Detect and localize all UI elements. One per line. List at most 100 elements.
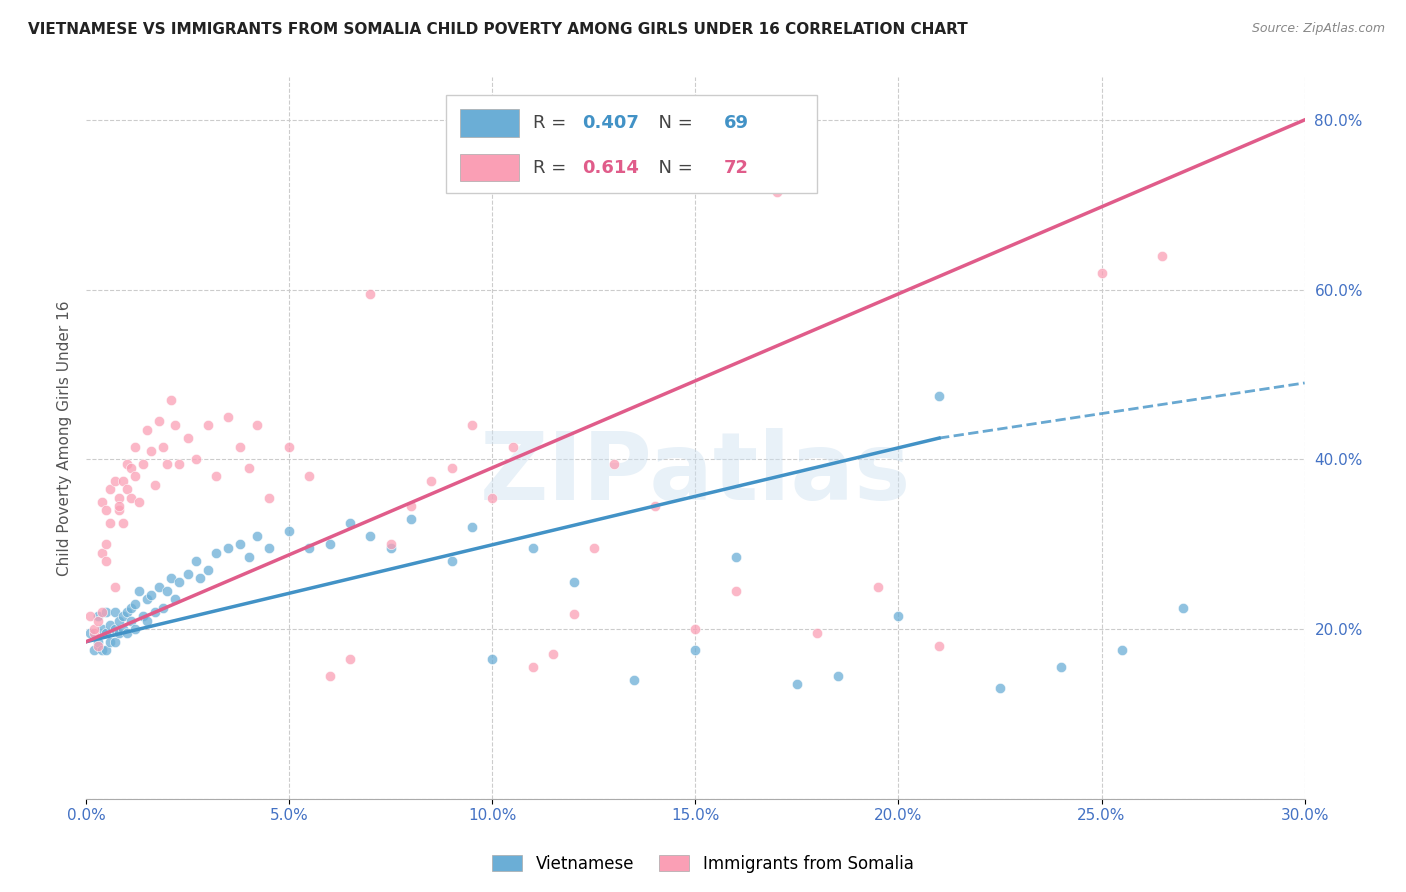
Point: [103, 474, 125, 488]
Point: [685, 622, 707, 636]
Bar: [460, 154, 519, 181]
Point: [887, 609, 910, 624]
Point: [96, 537, 118, 551]
Point: [83, 643, 105, 657]
Point: [148, 414, 170, 428]
Point: [461, 520, 484, 534]
Point: [100, 634, 122, 648]
Point: [359, 286, 381, 301]
Point: [184, 452, 207, 467]
Point: [481, 491, 503, 505]
Point: [217, 409, 239, 424]
Point: [246, 529, 269, 543]
Point: [399, 512, 422, 526]
Point: [111, 622, 134, 636]
Point: [988, 681, 1011, 696]
Text: VIETNAMESE VS IMMIGRANTS FROM SOMALIA CHILD POVERTY AMONG GIRLS UNDER 16 CORRELA: VIETNAMESE VS IMMIGRANTS FROM SOMALIA CH…: [28, 22, 967, 37]
Point: [79, 626, 101, 640]
Point: [685, 643, 707, 657]
Point: [87, 614, 110, 628]
Point: [786, 677, 808, 691]
Text: R =: R =: [533, 159, 572, 177]
Point: [139, 443, 162, 458]
Point: [111, 474, 134, 488]
Point: [96, 605, 118, 619]
Point: [87, 639, 110, 653]
Point: [522, 660, 544, 674]
Point: [83, 626, 105, 640]
Point: [132, 457, 155, 471]
Point: [152, 440, 174, 454]
Point: [238, 460, 260, 475]
Point: [156, 457, 179, 471]
Point: [1111, 643, 1133, 657]
Point: [91, 546, 114, 560]
Point: [96, 643, 118, 657]
Point: [96, 554, 118, 568]
Point: [229, 440, 252, 454]
Text: 72: 72: [724, 159, 748, 177]
Point: [165, 592, 187, 607]
Point: [603, 457, 626, 471]
Point: [79, 609, 101, 624]
Point: [107, 626, 129, 640]
Point: [111, 609, 134, 624]
Point: [246, 418, 269, 433]
Point: [96, 503, 118, 517]
Point: [120, 460, 142, 475]
Point: [136, 423, 159, 437]
Point: [100, 516, 122, 530]
Point: [115, 482, 138, 496]
Point: [107, 491, 129, 505]
Point: [217, 541, 239, 556]
Point: [238, 549, 260, 564]
Point: [103, 634, 125, 648]
Point: [461, 418, 484, 433]
Point: [148, 580, 170, 594]
Text: 0.407: 0.407: [582, 114, 638, 132]
Point: [128, 494, 150, 508]
Point: [96, 626, 118, 640]
Point: [169, 457, 191, 471]
Point: [562, 575, 585, 590]
Text: ZIPatlas: ZIPatlas: [479, 428, 911, 520]
Bar: [460, 109, 519, 136]
Point: [197, 563, 219, 577]
Point: [380, 541, 402, 556]
Point: [278, 524, 301, 539]
Point: [502, 440, 524, 454]
Point: [562, 607, 585, 621]
Point: [806, 626, 828, 640]
Point: [87, 609, 110, 624]
Point: [165, 418, 187, 433]
Point: [124, 469, 146, 483]
Point: [83, 622, 105, 636]
Point: [399, 499, 422, 513]
Point: [120, 600, 142, 615]
Point: [298, 469, 321, 483]
Point: [481, 651, 503, 665]
Bar: [446, 95, 817, 193]
Point: [103, 580, 125, 594]
Point: [91, 605, 114, 619]
Point: [1090, 266, 1112, 280]
Point: [107, 614, 129, 628]
Point: [205, 546, 228, 560]
Legend: Vietnamese, Immigrants from Somalia: Vietnamese, Immigrants from Somalia: [486, 848, 920, 880]
Point: [582, 541, 605, 556]
Point: [257, 491, 280, 505]
Point: [100, 617, 122, 632]
Point: [139, 588, 162, 602]
Text: 0.614: 0.614: [582, 159, 638, 177]
Point: [440, 460, 463, 475]
Point: [724, 583, 747, 598]
Point: [184, 554, 207, 568]
Point: [160, 392, 183, 407]
Point: [120, 491, 142, 505]
Text: 69: 69: [724, 114, 748, 132]
Point: [91, 622, 114, 636]
Point: [522, 541, 544, 556]
Point: [87, 634, 110, 648]
Point: [928, 639, 950, 653]
Point: [623, 673, 645, 687]
